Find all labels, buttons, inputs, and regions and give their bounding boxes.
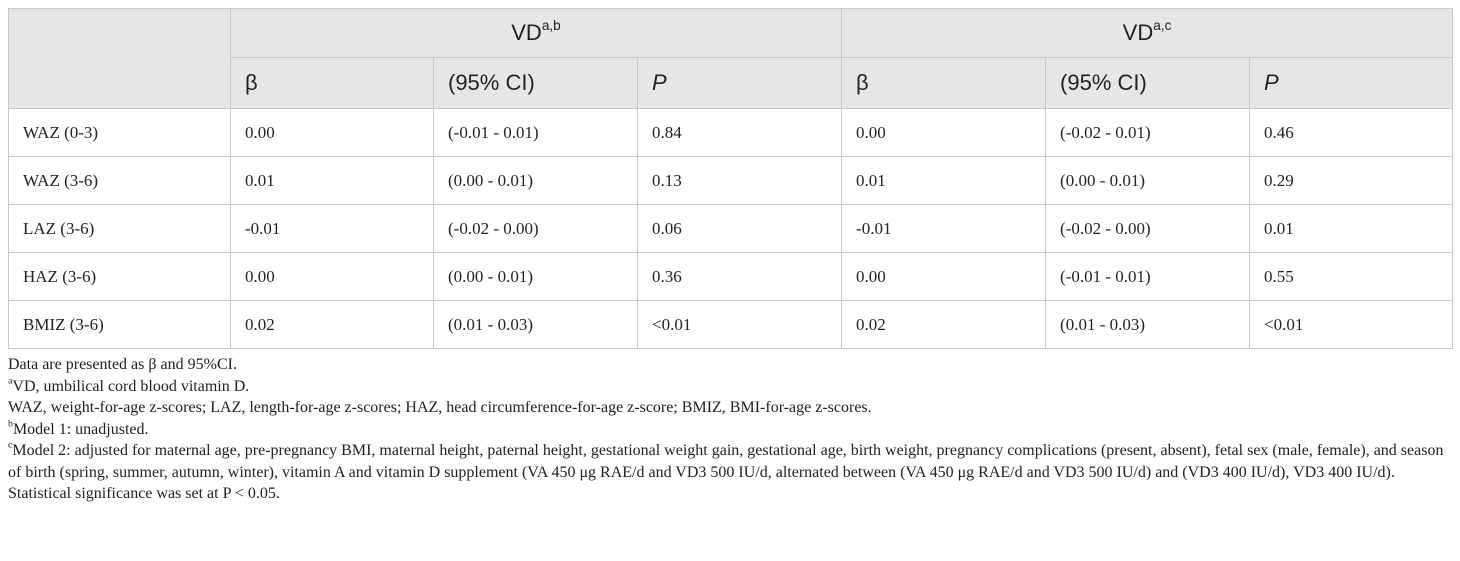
row-label: BMIZ (3-6) [8,300,231,349]
table-cell: -0.01 [841,204,1047,253]
column-label: P [1264,70,1279,95]
row-label: HAZ (3-6) [8,252,231,301]
table-cell: 0.84 [636,108,843,157]
table-row: BMIZ (3-6) 0.02 (0.01 - 0.03) <0.01 0.02 (0.0… [8,300,1454,349]
row-label: WAZ (0-3) [8,108,231,157]
column-label: (95% CI) [448,70,535,95]
table-cell: (-0.01 - 0.01) [1045,252,1251,301]
table-cell: <0.01 [1249,300,1454,349]
table-cell: (-0.01 - 0.01) [433,108,638,157]
footnote-text: Model 2: adjusted for maternal age, pre-… [8,442,1444,481]
group-header-row: VDa,b VDa,c [8,8,1454,109]
footnote: WAZ, weight-for-age z-scores; LAZ, lengt… [8,397,1452,419]
column-label: (95% CI) [1060,70,1147,95]
row-label: LAZ (3-6) [8,204,231,253]
column-header: β [841,57,1047,109]
footnote-text: VD, umbilical cord blood vitamin D. [12,377,250,395]
table-cell: 0.36 [636,252,843,301]
group-superscript: a,b [541,17,561,33]
column-header: (95% CI) [433,57,638,109]
table-cell: 0.02 [841,300,1047,349]
column-header: (95% CI) [1045,57,1251,109]
table-cell: 0.46 [1249,108,1454,157]
column-label: P [652,70,667,95]
table-cell: <0.01 [636,300,843,349]
table-cell: 0.00 [230,108,434,157]
table-cell: 0.01 [230,156,434,205]
table-cell: (0.01 - 0.03) [433,300,638,349]
group-header: VDa,c [841,8,1454,58]
table-cell: (0.00 - 0.01) [433,252,638,301]
group-title: VD [511,20,542,45]
table-row: WAZ (0-3) 0.00 (-0.01 - 0.01) 0.84 0.00 (-0.0… [8,108,1454,157]
table-row: HAZ (3-6) 0.00 (0.00 - 0.01) 0.36 0.00 (-0.01… [8,252,1454,301]
table-cell: -0.01 [230,204,434,253]
footnote: Data are presented as β and 95%CI. [8,354,1452,376]
table-row: LAZ (3-6) -0.01 (-0.02 - 0.00) 0.06 -0.01 (-0… [8,204,1454,253]
column-label: β [245,70,258,95]
column-header: P [636,57,843,109]
table-cell: (0.01 - 0.03) [1045,300,1251,349]
row-label: WAZ (3-6) [8,156,231,205]
group-superscript: a,c [1153,17,1172,33]
footnote: aVD, umbilical cord blood vitamin D. [8,376,1452,398]
footnote-marker: b [8,418,13,430]
table-cell: 0.02 [230,300,434,349]
footnote-marker: c [8,439,13,451]
table-cell: 0.01 [841,156,1047,205]
table-cell: (-0.02 - 0.00) [433,204,638,253]
column-header: β [230,57,434,109]
corner-cell [8,8,231,109]
footnote-text: Statistical significance was set at P < … [8,485,280,502]
table-cell: (-0.02 - 0.00) [1045,204,1251,253]
table-cell: 0.55 [1249,252,1454,301]
table-cell: 0.29 [1249,156,1454,205]
table-cell: 0.01 [1249,204,1454,253]
table-cell: 0.00 [841,108,1047,157]
table-row: WAZ (3-6) 0.01 (0.00 - 0.01) 0.13 0.01 (0.00 … [8,156,1454,205]
footnote-text: Model 1: unadjusted. [12,420,149,438]
group-title: VD [1122,20,1154,45]
footnote: Statistical significance was set at P < … [8,483,1452,505]
table-cell: (0.00 - 0.01) [433,156,638,205]
table-cell: 0.00 [230,252,434,301]
table-cell: 0.13 [636,156,843,205]
footnote: bModel 1: unadjusted. [8,419,1452,441]
table-cell: 0.00 [841,252,1047,301]
column-label: β [856,70,869,95]
group-header: VDa,b [229,8,843,58]
table-body: WAZ (0-3) 0.00 (-0.01 - 0.01) 0.84 0.00 (-0.0… [8,108,1454,349]
footnote-text: WAZ, weight-for-age z-scores; LAZ, lengt… [8,399,872,416]
table-cell: (0.00 - 0.01) [1045,156,1251,205]
table-cell: (-0.02 - 0.01) [1045,108,1251,157]
table-cell: 0.06 [636,204,843,253]
column-header: P [1249,57,1454,109]
footnote-text: Data are presented as β and 95%CI. [8,356,237,373]
footnotes: Data are presented as β and 95%CI. aVD, u… [8,354,1452,505]
footnote-marker: a [8,375,13,387]
footnote: cModel 2: adjusted for maternal age, pre… [8,440,1452,483]
